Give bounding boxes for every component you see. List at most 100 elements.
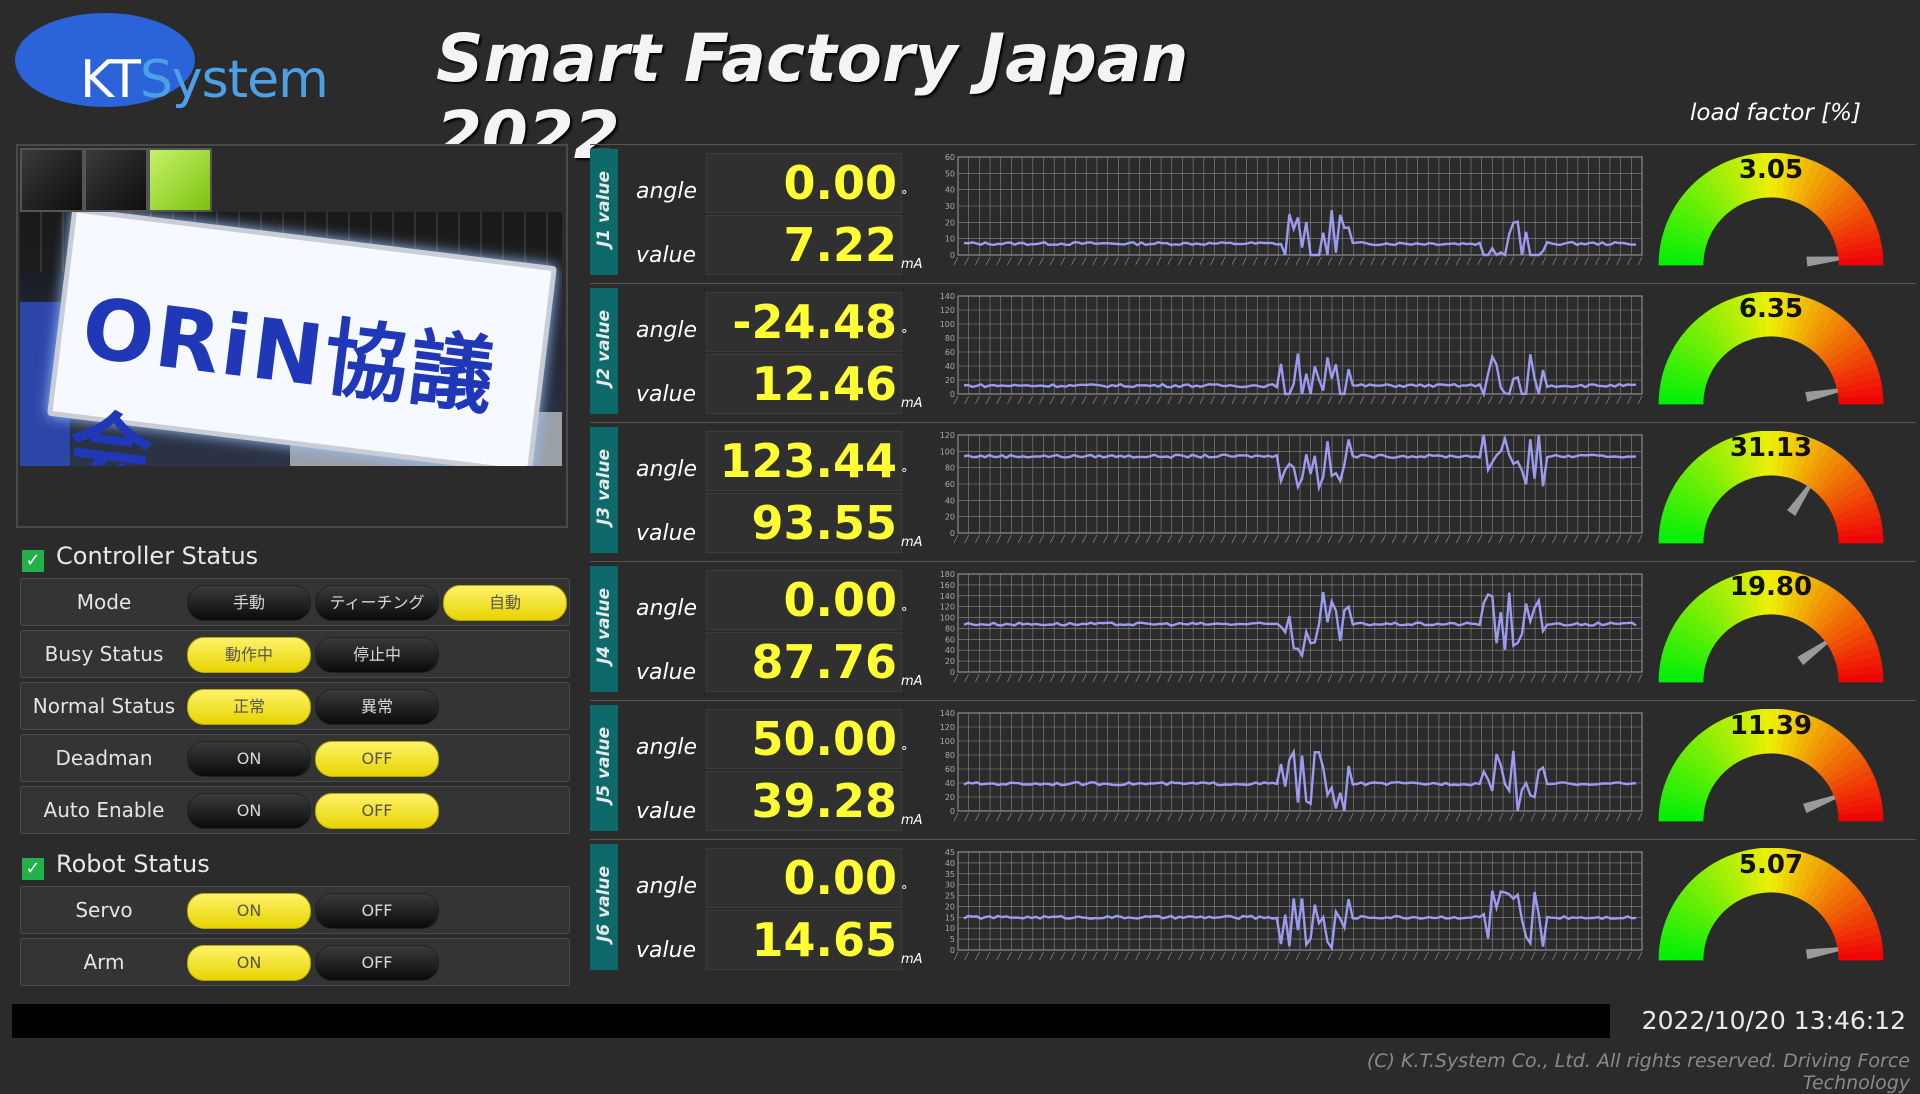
y-tick-label: 100 [940,737,955,746]
check-icon[interactable]: ✓ [22,858,44,880]
x-tick-mark [1317,256,1322,266]
x-tick-mark [1626,812,1632,822]
x-tick-mark [1242,395,1247,405]
x-tick-mark [1327,673,1333,683]
x-tick-mark [1466,256,1472,266]
controller-status-header[interactable]: ✓ Controller Status [22,542,258,572]
x-tick-mark [1081,812,1087,822]
x-tick-mark [1071,256,1076,266]
angle-value: -24.48 [706,292,902,352]
x-tick-mark [1605,395,1611,405]
x-tick-mark [1039,256,1044,266]
busy-stopped-button[interactable]: 停止中 [315,637,439,673]
mode-teaching-button[interactable]: ティーチング [315,585,439,621]
logo-text: KTSystem [80,50,329,110]
auto-enable-off-button[interactable]: OFF [315,793,439,829]
x-tick-mark [1306,812,1312,822]
x-tick-mark [1049,812,1055,822]
x-tick-mark [1156,395,1162,405]
x-tick-mark [1007,395,1012,405]
deadman-off-button[interactable]: OFF [315,741,439,777]
page-title: Smart Factory Japan 2022 [436,20,1189,174]
x-tick-mark [1167,951,1173,961]
robot-status-header[interactable]: ✓ Robot Status [22,850,210,880]
load-factor-value: 11.39 [1729,711,1813,741]
x-tick-mark [1188,256,1194,266]
x-tick-mark [1103,395,1108,405]
x-tick-mark [1007,951,1012,961]
x-tick-mark [1509,951,1515,961]
x-tick-mark [1017,534,1023,544]
x-tick-mark [985,812,991,822]
x-tick-mark [1584,256,1589,266]
x-tick-mark [1402,256,1408,266]
y-tick-label: 180 [940,570,955,579]
x-tick-mark [1349,951,1354,961]
x-tick-mark [1552,534,1557,544]
logo-ellipse [15,13,195,107]
joint-tab: J1 value [590,149,618,275]
angle-value: 0.00 [706,153,902,213]
x-tick-mark [1274,673,1279,683]
x-tick-mark [1199,256,1205,266]
x-tick-mark [1466,812,1472,822]
x-tick-mark [1349,256,1354,266]
x-tick-mark [1317,534,1322,544]
angle-unit: ° [901,884,908,899]
x-tick-mark [1242,256,1247,266]
x-tick-mark [1434,812,1440,822]
x-tick-mark [1455,673,1461,683]
x-tick-mark [1477,951,1483,961]
x-tick-mark [1359,256,1365,266]
arm-off-button[interactable]: OFF [315,945,439,981]
x-tick-mark [1498,256,1504,266]
x-tick-mark [1199,534,1205,544]
deadman-on-button[interactable]: ON [187,741,311,777]
x-tick-mark [1552,256,1557,266]
busy-running-button[interactable]: 動作中 [187,637,311,673]
x-tick-mark [1552,812,1557,822]
value-label: value [636,243,697,268]
x-tick-mark [1049,256,1055,266]
x-tick-mark [1402,395,1408,405]
y-tick-label: 40 [945,646,955,655]
normal-error-button[interactable]: 異常 [315,689,439,725]
joint-row-4: J4 value angle 0.00 ° value 87.76 mA 0 20 40 60 80 1… [590,561,1916,696]
x-tick-mark [1081,256,1087,266]
y-tick-label: 35 [945,870,955,879]
x-tick-mark [1028,812,1034,822]
x-tick-mark [1466,395,1472,405]
x-tick-mark [1178,812,1183,822]
x-tick-mark [1637,395,1643,405]
servo-on-button[interactable]: ON [187,893,311,929]
x-tick-mark [1113,951,1119,961]
y-tick-label: 60 [945,348,955,357]
x-tick-mark [1317,395,1322,405]
x-tick-mark [1231,256,1237,266]
normal-ok-button[interactable]: 正常 [187,689,311,725]
datetime-display: 2022/10/20 13:46:12 [1641,1006,1906,1035]
gauge-arc-segment [1838,950,1884,961]
x-tick-mark [1327,256,1333,266]
load-factor-value: 19.80 [1729,572,1813,602]
joint-tab: J4 value [590,566,618,692]
status-row-deadman: Deadman ON OFF [20,734,570,782]
x-tick-mark [1060,256,1066,266]
check-icon[interactable]: ✓ [22,550,44,572]
x-tick-mark [1402,534,1408,544]
arm-on-button[interactable]: ON [187,945,311,981]
x-tick-mark [1103,534,1108,544]
current-unit: mA [901,952,923,967]
mode-manual-button[interactable]: 手動 [187,585,311,621]
y-tick-label: 140 [940,709,955,718]
x-tick-mark [1584,395,1589,405]
x-tick-mark [1071,395,1076,405]
servo-off-button[interactable]: OFF [315,893,439,929]
x-tick-mark [1616,256,1621,266]
mode-auto-button[interactable]: 自動 [443,585,567,621]
x-tick-mark [1124,395,1130,405]
x-tick-mark [1220,534,1226,544]
y-tick-label: 60 [945,153,955,162]
x-tick-mark [1637,256,1643,266]
auto-enable-on-button[interactable]: ON [187,793,311,829]
